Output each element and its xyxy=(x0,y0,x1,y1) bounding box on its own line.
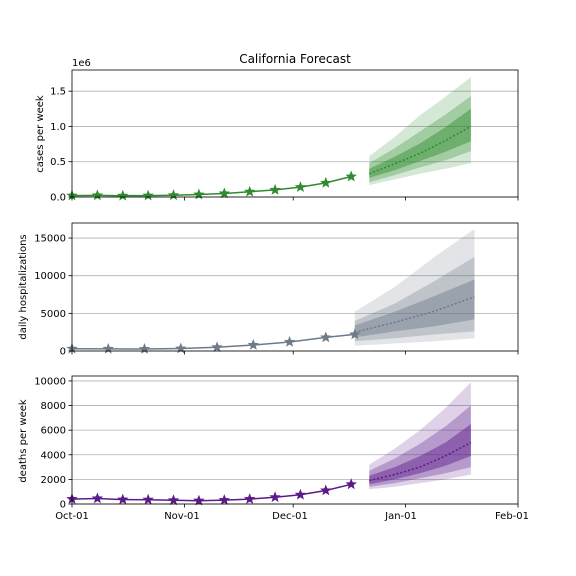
cases-ytick-label: 0.0 xyxy=(50,193,66,204)
x-tick-label-nov: Nov-01 xyxy=(164,511,200,522)
deaths-observed-point xyxy=(168,494,179,505)
deaths-ytick-label: 8000 xyxy=(41,401,66,412)
deaths-ylabel: deaths per week xyxy=(18,399,29,483)
hospitalizations-ytick-label: 10000 xyxy=(34,271,66,282)
hospitalizations-ytick-label: 5000 xyxy=(41,309,66,320)
deaths-xticks xyxy=(72,504,518,508)
deaths-observed-point xyxy=(244,493,255,504)
x-tick-label-oct: Oct-01 xyxy=(55,511,89,522)
deaths-observed-point xyxy=(346,478,357,489)
x-tick-label-feb: Feb-01 xyxy=(495,511,529,522)
hospitalizations-observed-point xyxy=(211,341,222,352)
deaths-ytick-label: 0 xyxy=(60,500,66,511)
hospitalizations-points xyxy=(66,328,360,354)
deaths-observed-point xyxy=(320,485,331,496)
hospitalizations-xticks xyxy=(72,351,518,355)
cases-observed-point xyxy=(168,189,179,200)
hospitalizations-observed-point xyxy=(284,336,295,347)
deaths-ytick-label: 2000 xyxy=(41,475,66,486)
x-tick-label-dec: Dec-01 xyxy=(272,511,308,522)
deaths-ytick-label: 10000 xyxy=(34,376,66,387)
deaths-observed-point xyxy=(92,493,103,504)
hospitalizations-observed-point xyxy=(248,339,259,350)
hospitalizations-ytick-label: 0 xyxy=(60,347,66,358)
cases-xticks xyxy=(72,197,518,201)
cases-observed-point xyxy=(117,190,128,201)
cases-observed-line xyxy=(72,177,351,196)
cases-observed-point xyxy=(244,186,255,197)
deaths-observed-point xyxy=(269,491,280,502)
hospitalizations-yticks: 0 5000 10000 15000 xyxy=(34,234,72,358)
deaths-observed-point xyxy=(219,494,230,505)
hospitalizations-observed-point xyxy=(320,331,331,342)
cases-offset-label: 1e6 xyxy=(72,58,91,69)
figure-title: California Forecast xyxy=(239,52,351,66)
hospitalizations-panel: daily hospitalizations 0 5000 10000 15000 xyxy=(18,223,518,358)
deaths-yticks: 0 2000 4000 6000 8000 10000 xyxy=(34,376,72,510)
deaths-ytick-label: 4000 xyxy=(41,450,66,461)
hospitalizations-ytick-label: 15000 xyxy=(34,234,66,245)
hospitalizations-ylabel: daily hospitalizations xyxy=(18,234,29,339)
cases-yticks: 0.0 0.5 1.0 1.5 xyxy=(50,87,72,204)
cases-ytick-label: 1.5 xyxy=(50,87,66,98)
deaths-observed-point xyxy=(117,494,128,505)
hospitalizations-observed-point xyxy=(139,343,150,354)
deaths-ytick-label: 6000 xyxy=(41,426,66,437)
cases-bands xyxy=(369,77,471,185)
deaths-panel: deaths per week 0 2000 4000 6000 8000 10000 O… xyxy=(18,376,529,522)
cases-observed-point xyxy=(142,190,154,201)
cases-observed-point xyxy=(269,184,280,195)
cases-observed-point xyxy=(346,171,357,182)
deaths-bands xyxy=(369,382,471,489)
cases-ytick-label: 0.5 xyxy=(50,157,66,168)
deaths-observed-point xyxy=(142,494,154,505)
cases-ylabel: cases per week xyxy=(35,95,46,173)
cases-observed-point xyxy=(295,181,306,192)
x-tick-label-jan: Jan-01 xyxy=(384,511,417,522)
cases-ytick-label: 1.0 xyxy=(50,122,66,133)
deaths-observed-line xyxy=(72,484,351,500)
cases-panel: 1e6 cases per week 0.0 0.5 1.0 1.5 xyxy=(35,58,518,204)
hospitalizations-bands xyxy=(355,229,475,346)
deaths-observed-point xyxy=(295,489,306,500)
cases-observed-point xyxy=(92,189,103,200)
cases-observed-point xyxy=(193,189,204,200)
hospitalizations-observed-point xyxy=(103,343,114,354)
cases-observed-point xyxy=(320,177,331,188)
